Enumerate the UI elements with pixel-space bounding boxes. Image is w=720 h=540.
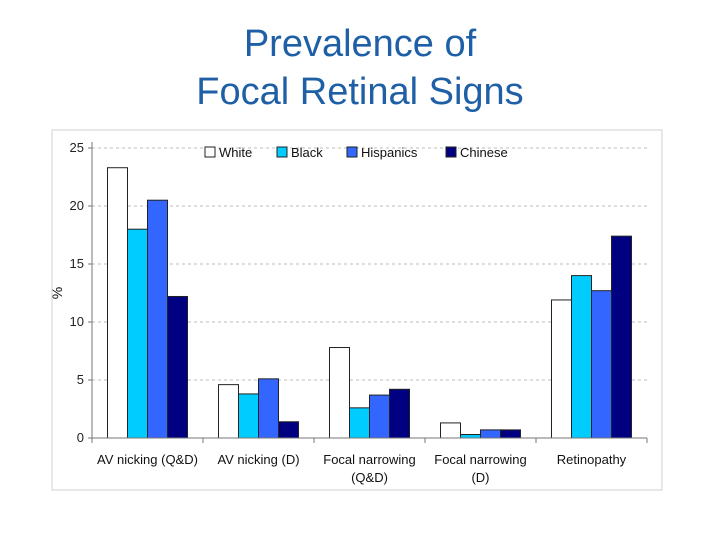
bar-hispanics	[480, 429, 501, 439]
category-label: AV nicking (D)	[217, 452, 299, 467]
bar-white	[551, 299, 572, 439]
category-label: (Q&D)	[351, 470, 388, 485]
chart-frame	[51, 129, 663, 491]
y-axis-label: %	[49, 287, 65, 299]
slide-title: Prevalence of Focal Retinal Signs	[0, 20, 720, 116]
bar-chinese	[389, 388, 410, 439]
bar-black	[349, 407, 370, 439]
bar-black	[571, 275, 592, 439]
y-tick-label: 15	[70, 256, 84, 271]
legend-label-black: Black	[291, 145, 323, 160]
category-label: Focal narrowing	[434, 452, 527, 467]
bar-black	[127, 228, 148, 439]
category-label: Focal narrowing	[323, 452, 416, 467]
title-line-1: Prevalence of	[243, 23, 477, 65]
bar-black	[460, 434, 481, 439]
bar-hispanics	[147, 199, 168, 439]
bar-chinese	[500, 429, 521, 439]
bar-white	[329, 347, 350, 439]
bars	[107, 167, 632, 439]
bar-white	[440, 422, 461, 439]
y-tick-label: 10	[70, 314, 84, 329]
category-label: (D)	[471, 470, 489, 485]
y-axis-ticks: 0 5 10 15 20 25	[70, 140, 92, 445]
legend-swatch-hispanics	[346, 146, 358, 158]
legend-swatch-black	[276, 146, 288, 158]
category-labels: AV nicking (Q&D) AV nicking (D) Focal narr…	[97, 452, 627, 485]
bar-white	[107, 167, 128, 439]
y-tick-label: 0	[77, 430, 84, 445]
legend-swatch-chinese	[445, 146, 457, 158]
bar-chinese	[167, 295, 188, 439]
bar-black	[238, 393, 259, 439]
y-tick-label: 5	[77, 372, 84, 387]
axes	[91, 142, 648, 443]
bar-hispanics	[591, 290, 612, 439]
bar-hispanics	[369, 394, 390, 439]
bar-white	[218, 384, 239, 439]
title-line-2: Focal Retinal Signs	[196, 71, 524, 113]
bar-hispanics	[258, 378, 279, 439]
category-label: AV nicking (Q&D)	[97, 452, 198, 467]
category-label: Retinopathy	[557, 452, 627, 467]
y-tick-label: 25	[70, 140, 84, 155]
legend-label-white: White	[219, 145, 252, 160]
bar-chinese	[278, 421, 299, 439]
bar-chinese	[611, 235, 632, 439]
legend-swatch-white	[204, 146, 216, 158]
y-tick-label: 20	[70, 198, 84, 213]
legend: White Black Hispanics Chinese	[204, 145, 508, 160]
legend-label-hispanics: Hispanics	[361, 145, 418, 160]
legend-label-chinese: Chinese	[460, 145, 508, 160]
